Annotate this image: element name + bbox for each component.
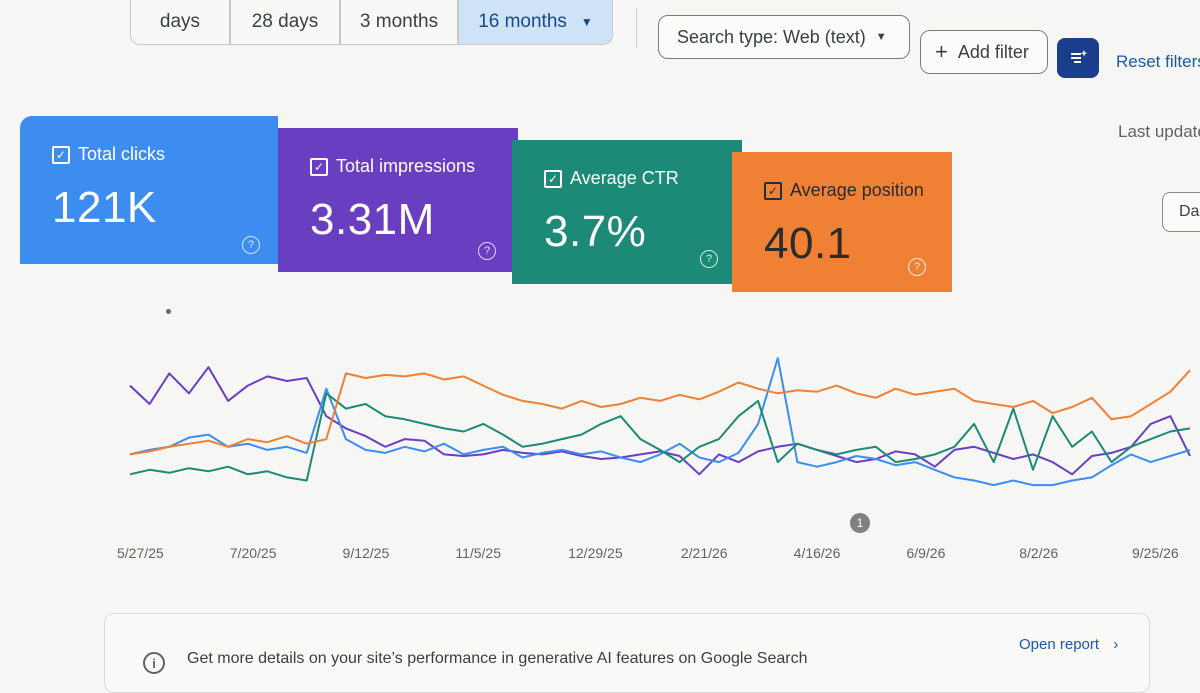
tune-icon <box>1071 50 1088 63</box>
filter-settings-button[interactable] <box>1057 38 1099 78</box>
caret-down-icon: ▼ <box>580 15 593 29</box>
reset-filters-link[interactable]: Reset filters <box>1116 52 1200 71</box>
open-report-label: Open report <box>1019 636 1100 653</box>
chart-dot-marker <box>166 309 171 314</box>
help-icon[interactable]: ? <box>908 258 926 276</box>
metric-value: 40.1 <box>764 219 852 268</box>
chevron-right-icon: › <box>1113 636 1119 653</box>
metric-label: Average position <box>790 180 924 200</box>
x-tick-label: 4/16/26 <box>793 545 841 561</box>
metric-value: 3.7% <box>544 207 647 256</box>
metric-card-average-position[interactable]: ✓ Average position 40.1 ? <box>732 152 952 292</box>
tab-3-months[interactable]: 3 months <box>340 0 458 45</box>
date-button[interactable]: Da <box>1162 192 1200 232</box>
metric-value: 3.31M <box>310 195 435 244</box>
series-line-average-position <box>129 369 1191 456</box>
metric-label: Average CTR <box>570 168 679 188</box>
checkbox-icon[interactable]: ✓ <box>310 157 328 176</box>
series-line-total-clicks <box>129 357 1191 487</box>
metric-card-average-ctr[interactable]: ✓ Average CTR 3.7% ? <box>512 140 742 284</box>
metric-card-total-clicks[interactable]: ✓ Total clicks 121K ? <box>20 116 278 264</box>
help-icon[interactable]: ? <box>700 250 718 268</box>
tab-16-months[interactable]: 16 months ▼ <box>458 0 613 45</box>
x-tick-label: 7/20/25 <box>229 545 277 561</box>
search-type-dropdown[interactable]: Search type: Web (text) ▼ <box>658 15 910 59</box>
divider <box>636 8 637 48</box>
x-tick-label: 5/27/25 <box>117 545 164 561</box>
open-report-link[interactable]: Open report › <box>1019 636 1118 653</box>
metric-label: Total clicks <box>78 144 166 164</box>
date-range-tabs: days 28 days 3 months 16 months ▼ <box>130 0 613 45</box>
help-icon[interactable]: ? <box>478 242 496 260</box>
x-tick-label: 11/5/25 <box>455 545 501 561</box>
checkbox-icon[interactable]: ✓ <box>764 181 782 200</box>
tab-label: 16 months <box>478 11 567 32</box>
plus-icon: + <box>935 39 948 64</box>
tab-7-days[interactable]: days <box>130 0 230 45</box>
metric-label: Total impressions <box>336 156 476 176</box>
help-icon[interactable]: ? <box>242 236 260 254</box>
tab-28-days[interactable]: 28 days <box>230 0 340 45</box>
add-filter-button[interactable]: + Add filter <box>920 30 1048 74</box>
checkbox-icon[interactable]: ✓ <box>544 169 562 188</box>
x-tick-label: 6/9/26 <box>906 545 946 561</box>
banner-text: Get more details on your site’s performa… <box>187 650 808 667</box>
performance-chart <box>129 357 1191 487</box>
tab-label: 3 months <box>359 11 439 32</box>
x-tick-label: 9/12/25 <box>342 545 390 561</box>
info-icon: i <box>143 652 165 674</box>
metric-value: 121K <box>52 183 157 232</box>
tab-label: 28 days <box>251 11 319 32</box>
x-tick-label: 8/2/26 <box>1019 545 1059 561</box>
search-type-label: Search type: Web (text) <box>677 26 866 47</box>
x-tick-label: 12/29/25 <box>568 545 623 561</box>
annotation-marker[interactable]: 1 <box>850 513 870 533</box>
series-line-average-ctr <box>129 392 1191 482</box>
metric-card-total-impressions[interactable]: ✓ Total impressions 3.31M ? <box>278 128 518 272</box>
last-updated-text: Last update <box>1118 122 1200 141</box>
caret-down-icon: ▼ <box>875 31 887 43</box>
checkbox-icon[interactable]: ✓ <box>52 145 70 164</box>
x-tick-label: 9/25/26 <box>1132 545 1179 561</box>
ai-features-banner: i Get more details on your site’s perfor… <box>104 613 1150 693</box>
x-tick-label: 2/21/26 <box>680 545 728 561</box>
tab-label: days <box>159 11 201 32</box>
series-line-total-impressions <box>129 366 1191 476</box>
add-filter-label: Add filter <box>957 41 1029 62</box>
